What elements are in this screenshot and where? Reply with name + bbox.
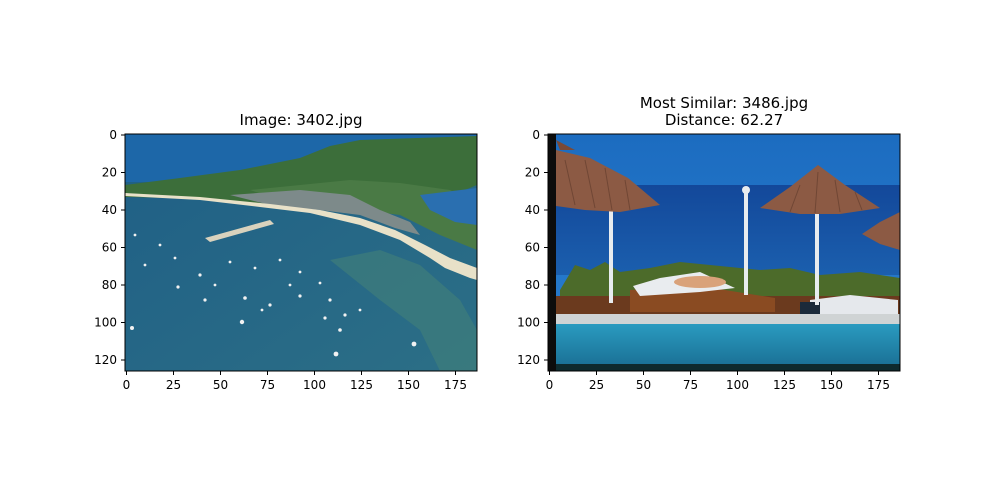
left-panel: Image: 3402.jpg bbox=[94, 111, 478, 392]
left-axes-frame bbox=[124, 133, 478, 372]
right-x-axis bbox=[549, 371, 879, 375]
left-panel-title: Image: 3402.jpg bbox=[240, 111, 363, 129]
x-tick-label: 75 bbox=[260, 378, 275, 392]
y-tick-label: 0 bbox=[532, 128, 540, 142]
right-axes-frame bbox=[547, 133, 901, 372]
y-tick-label: 60 bbox=[102, 241, 117, 255]
y-tick-label: 40 bbox=[525, 203, 540, 217]
y-tick-label: 100 bbox=[517, 316, 540, 330]
y-tick-label: 80 bbox=[102, 278, 117, 292]
left-y-axis bbox=[121, 134, 125, 361]
x-tick-label: 25 bbox=[166, 378, 181, 392]
right-panel-title-line-2: Distance: 62.27 bbox=[665, 111, 783, 129]
right-y-axis bbox=[544, 134, 548, 361]
x-tick-label: 50 bbox=[213, 378, 228, 392]
y-tick-label: 20 bbox=[102, 166, 117, 180]
right-panel: Most Similar: 3486.jpg Distance: 62.27 bbox=[517, 94, 901, 392]
y-tick-label: 20 bbox=[525, 166, 540, 180]
y-tick-label: 0 bbox=[109, 128, 117, 142]
right-image bbox=[548, 134, 900, 371]
y-tick-label: 100 bbox=[94, 316, 117, 330]
right-panel-title-line-1: Most Similar: 3486.jpg bbox=[640, 94, 808, 112]
right-x-tick-labels: 0 25 50 75 100 125 150 175 bbox=[546, 378, 890, 392]
x-tick-label: 100 bbox=[303, 378, 326, 392]
x-tick-label: 125 bbox=[350, 378, 373, 392]
x-tick-label: 0 bbox=[123, 378, 131, 392]
x-tick-label: 100 bbox=[726, 378, 749, 392]
x-tick-label: 150 bbox=[397, 378, 420, 392]
left-y-tick-labels: 0 20 40 60 80 100 120 bbox=[94, 128, 117, 367]
left-x-axis bbox=[126, 371, 456, 375]
left-image bbox=[125, 134, 477, 371]
y-tick-label: 40 bbox=[102, 203, 117, 217]
left-x-tick-labels: 0 25 50 75 100 125 150 175 bbox=[123, 378, 467, 392]
y-tick-label: 120 bbox=[517, 353, 540, 367]
y-tick-label: 80 bbox=[525, 278, 540, 292]
x-tick-label: 25 bbox=[589, 378, 604, 392]
x-tick-label: 175 bbox=[867, 378, 890, 392]
x-tick-label: 175 bbox=[444, 378, 467, 392]
x-tick-label: 150 bbox=[820, 378, 843, 392]
x-tick-label: 75 bbox=[683, 378, 698, 392]
x-tick-label: 0 bbox=[546, 378, 554, 392]
x-tick-label: 50 bbox=[636, 378, 651, 392]
right-y-tick-labels: 0 20 40 60 80 100 120 bbox=[517, 128, 540, 367]
y-tick-label: 60 bbox=[525, 241, 540, 255]
x-tick-label: 125 bbox=[773, 378, 796, 392]
y-tick-label: 120 bbox=[94, 353, 117, 367]
